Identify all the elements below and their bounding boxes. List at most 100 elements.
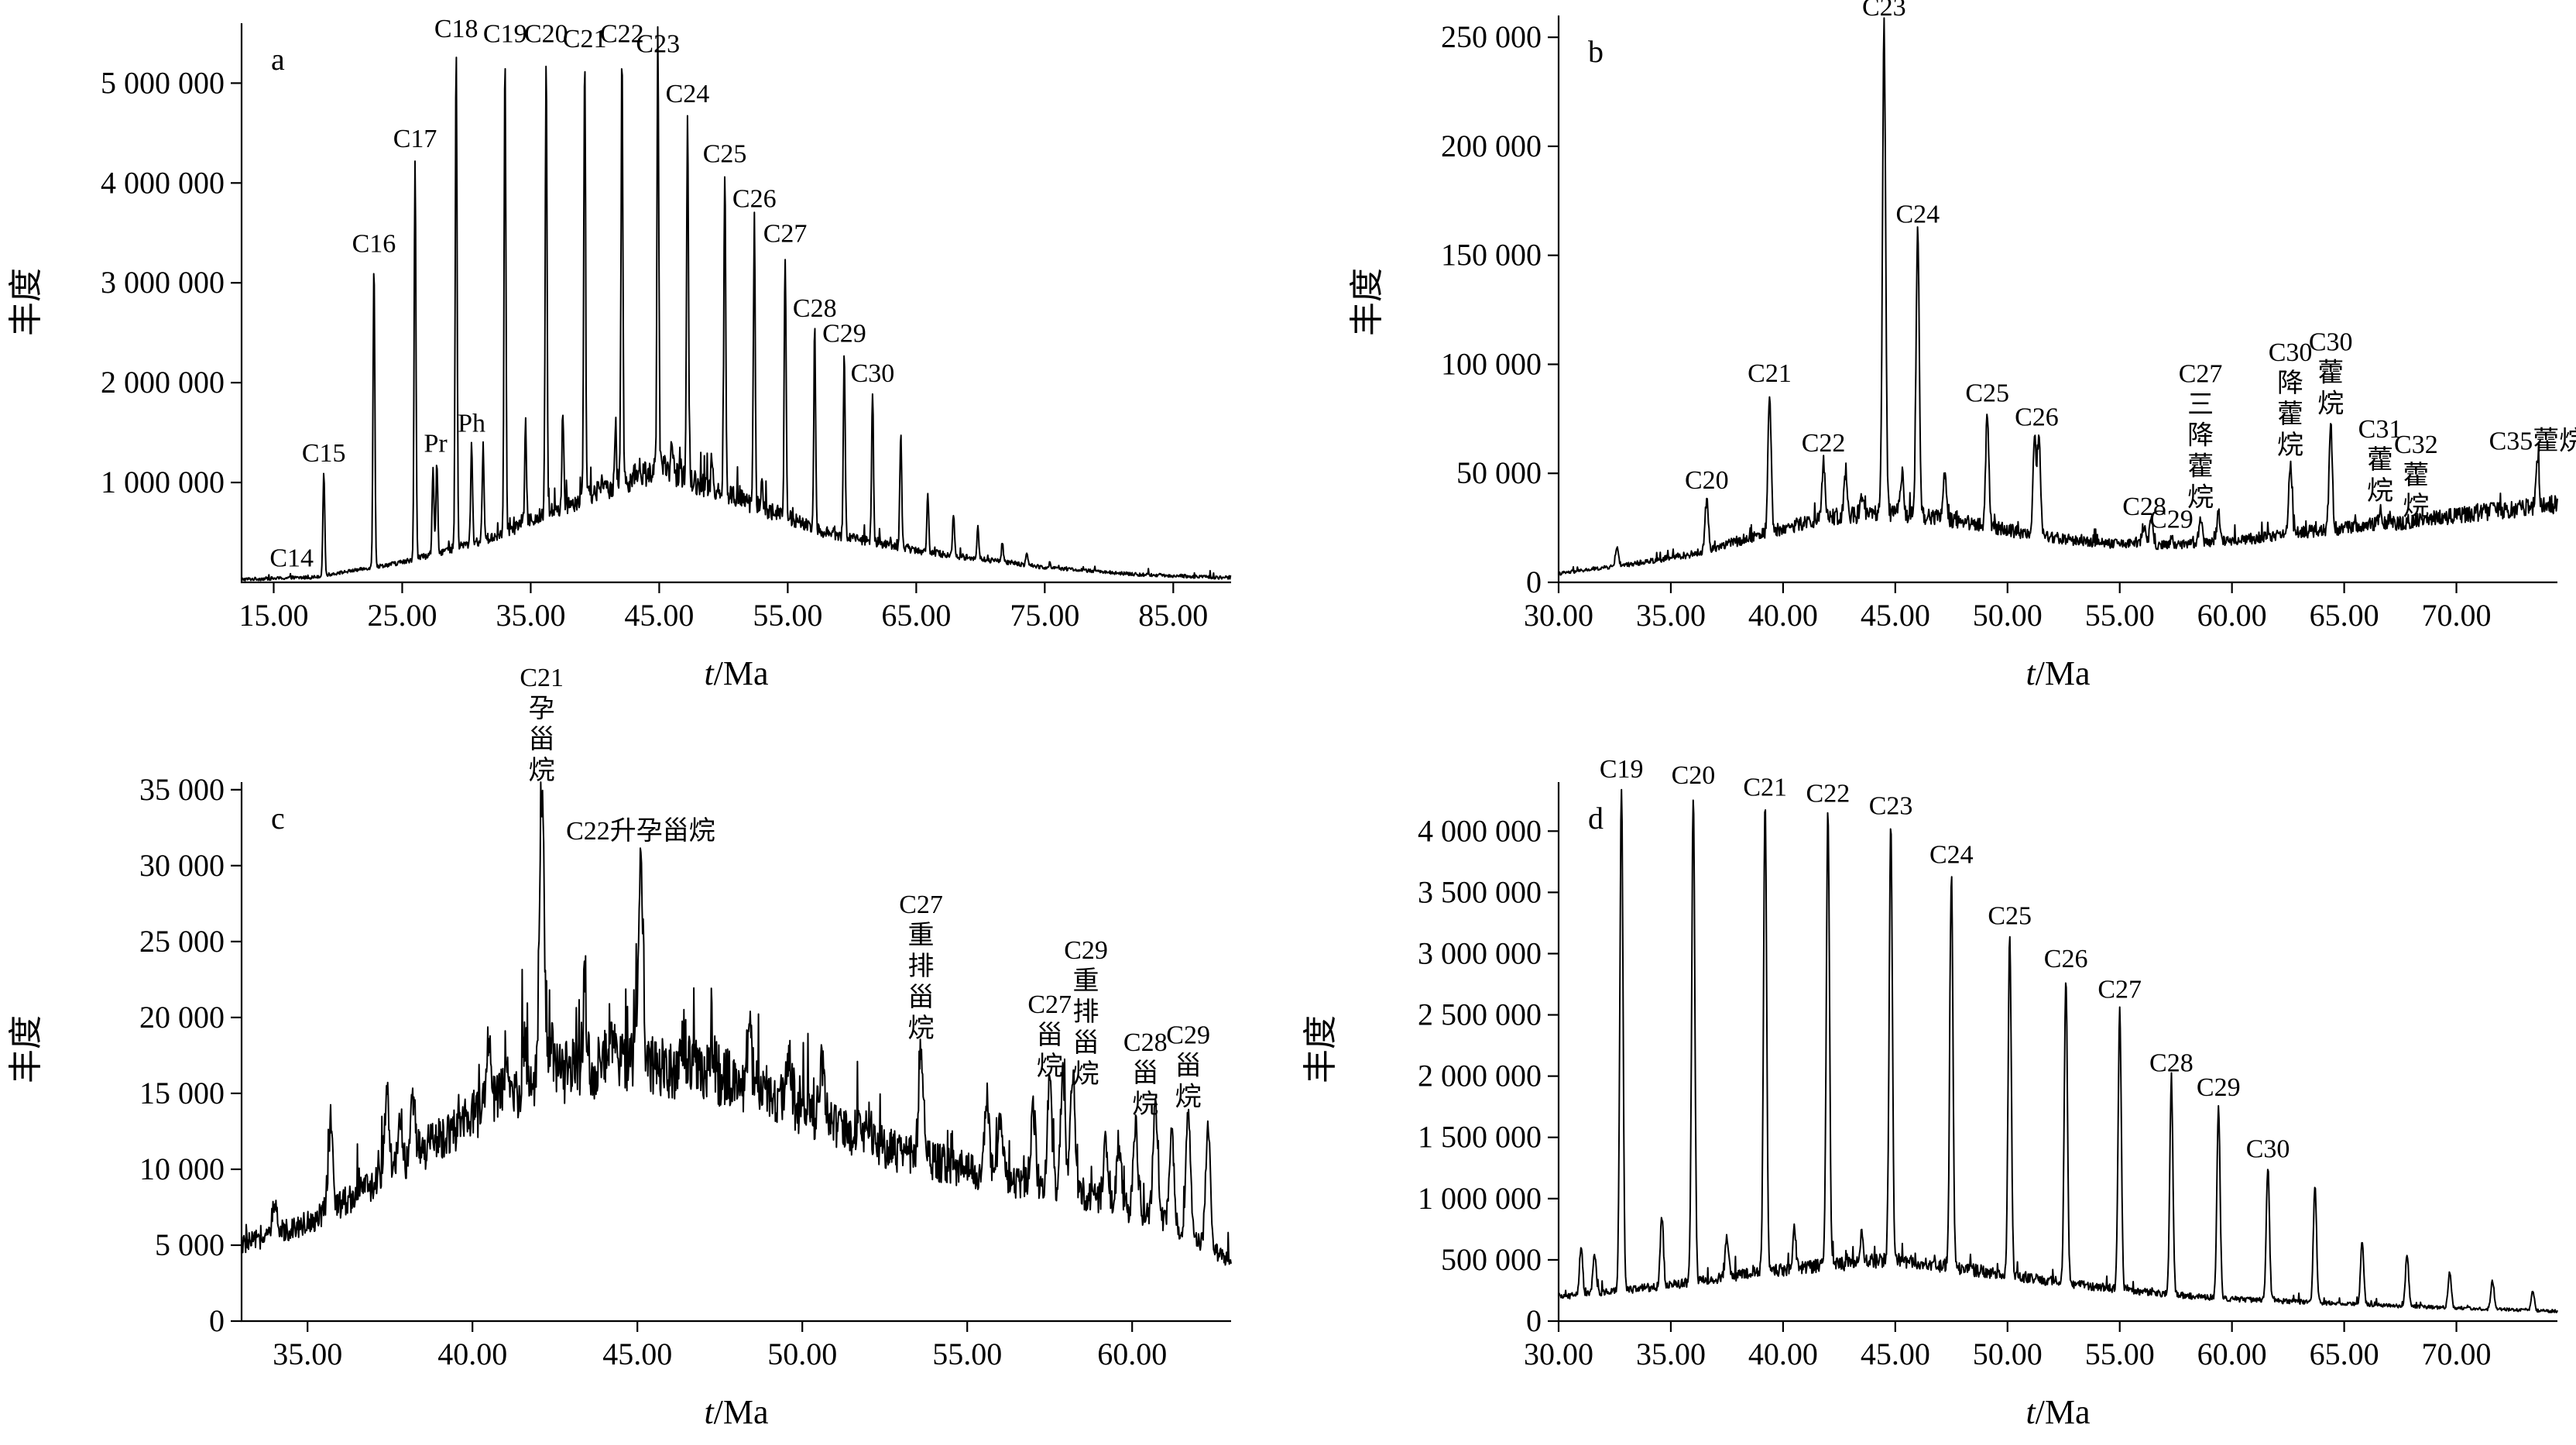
peak-label-line: 甾	[1132, 1059, 1158, 1088]
peak-label-line: 藿	[2403, 462, 2429, 490]
peak-label: C19	[483, 20, 527, 49]
peak-label-line: C28	[1123, 1028, 1168, 1057]
peak-label-line: C22升孕甾烷	[566, 816, 715, 846]
x-tick-label: 45.00	[602, 1337, 672, 1371]
panel-letter: a	[271, 42, 285, 77]
x-axis-title: t/Ma	[2025, 1393, 2090, 1431]
peak-label-line: C29	[822, 319, 866, 348]
x-axis-title: t/Ma	[2025, 654, 2090, 692]
x-tick-label: 70.00	[2422, 598, 2492, 633]
peak-label: C19	[1600, 755, 1644, 784]
peak-label-line: 降	[2277, 369, 2303, 398]
peak-label: C22	[600, 20, 644, 49]
peak-label-line: C21	[1748, 359, 1792, 388]
peak-label-line: C15	[302, 439, 346, 468]
peak-label-line: 烷	[1037, 1052, 1063, 1081]
peak-label: C21	[1743, 774, 1787, 802]
peak-label-line: C25	[1988, 902, 2032, 931]
y-tick-label: 1 000 000	[1418, 1181, 1542, 1216]
peak-label: C21	[1748, 359, 1792, 388]
x-tick-label: 60.00	[1097, 1337, 1167, 1371]
x-tick-label: 40.00	[1748, 598, 1818, 633]
x-tick-label: 30.00	[1524, 1337, 1593, 1371]
peak-label-line: 烷	[529, 756, 555, 785]
peak-label: C30 藿烷	[2309, 328, 2353, 418]
y-tick-label: 250 000	[1441, 19, 1542, 54]
peak-label: C26	[732, 184, 777, 213]
panel-letter: d	[1588, 801, 1604, 836]
peak-label-line: C22	[1802, 429, 1846, 458]
y-tick-label: 2 500 000	[1418, 997, 1542, 1032]
peak-label-line: Ph	[458, 410, 485, 438]
peak-label-line: C35藿烷	[2489, 426, 2576, 455]
peak-label-line: C24	[1895, 201, 1940, 229]
peak-label-line: C29	[2197, 1073, 2241, 1102]
panel-b: 0 50 000 100 000 150 000 200 000 250 000 30.00…	[1348, 0, 2576, 692]
peak-label-line: 烷	[1132, 1090, 1158, 1119]
peak-label-line: C28	[2149, 1049, 2194, 1078]
y-tick-label: 100 000	[1441, 346, 1542, 381]
peak-label-line: 甾	[908, 983, 935, 1012]
peak-label-line: 重	[908, 922, 935, 950]
x-axis-title: t/Ma	[704, 654, 768, 692]
x-tick-label: 45.00	[624, 598, 694, 633]
peak-label-line: C27	[1027, 990, 1072, 1019]
peak-label: C28	[793, 294, 837, 323]
x-tick-label: 65.00	[881, 598, 951, 633]
y-tick-label: 150 000	[1441, 238, 1542, 273]
peak-label-line: C30	[2246, 1134, 2290, 1163]
peak-label-line: 排	[908, 952, 935, 981]
y-tick-label: 2 000 000	[101, 365, 225, 400]
series-trace	[241, 26, 1232, 582]
peak-label: C23	[1862, 0, 1906, 22]
x-tick-label: 75.00	[1010, 598, 1079, 633]
panel-d: 0 500 000 1 000 000 1 500 000 2 000 000 2 500…	[1302, 755, 2558, 1431]
peak-label-line: 降	[2187, 421, 2214, 451]
x-tick-label: 15.00	[238, 598, 308, 633]
peak-label: C30	[2246, 1134, 2290, 1163]
peak-label: C35藿烷	[2489, 426, 2576, 455]
peak-label-line: 藿	[2367, 446, 2393, 475]
series-trace	[1558, 788, 2558, 1313]
peak-label-line: C31	[2358, 415, 2403, 444]
peak-label-line: C24	[666, 80, 710, 108]
peak-label-line: 烷	[2277, 431, 2303, 460]
peak-label-line: C26	[732, 184, 777, 213]
y-tick-label: 3 000 000	[101, 265, 225, 300]
peak-label: C29	[2149, 506, 2194, 534]
x-tick-label: 50.00	[1973, 1337, 2043, 1371]
peak-label-line: C22	[600, 20, 644, 49]
peak-label-line: C24	[1929, 841, 1974, 870]
y-tick-label: 5 000	[155, 1227, 225, 1262]
peak-label: C22	[1806, 780, 1851, 808]
y-axis-title: 丰度	[7, 268, 45, 336]
peak-label: C26	[2044, 945, 2088, 973]
panel-letter: b	[1588, 34, 1604, 69]
axis-frame	[1557, 782, 2557, 1323]
peak-label-line: 甾	[529, 725, 555, 754]
peak-label-line: C18	[434, 15, 478, 43]
peak-label: C20	[1672, 761, 1716, 790]
y-axis-title: 丰度	[7, 1015, 45, 1083]
x-tick-label: 55.00	[2085, 1337, 2155, 1371]
peak-label-line: 烷	[2187, 483, 2214, 513]
y-tick-label: 25 000	[139, 924, 225, 959]
x-tick-label: 65.00	[2310, 1337, 2379, 1371]
y-tick-label: 1 500 000	[1418, 1120, 1542, 1155]
peak-label-line: C30	[851, 359, 895, 388]
peak-label: C25	[1988, 902, 2032, 931]
peak-label-line: C20	[524, 20, 568, 49]
peak-label-line: C17	[393, 125, 437, 153]
peak-label-line: 烷	[908, 1014, 935, 1043]
peak-label-line: C21	[520, 664, 564, 692]
x-tick-label: 85.00	[1138, 598, 1208, 633]
peak-label-line: C25	[703, 139, 747, 168]
peak-label-line: 藿	[2317, 359, 2344, 387]
peak-label-line: C27	[2098, 976, 2142, 1004]
peak-label-line: C23	[1862, 0, 1906, 22]
y-tick-label: 0	[1526, 565, 1542, 599]
peak-label: C23	[636, 30, 680, 59]
